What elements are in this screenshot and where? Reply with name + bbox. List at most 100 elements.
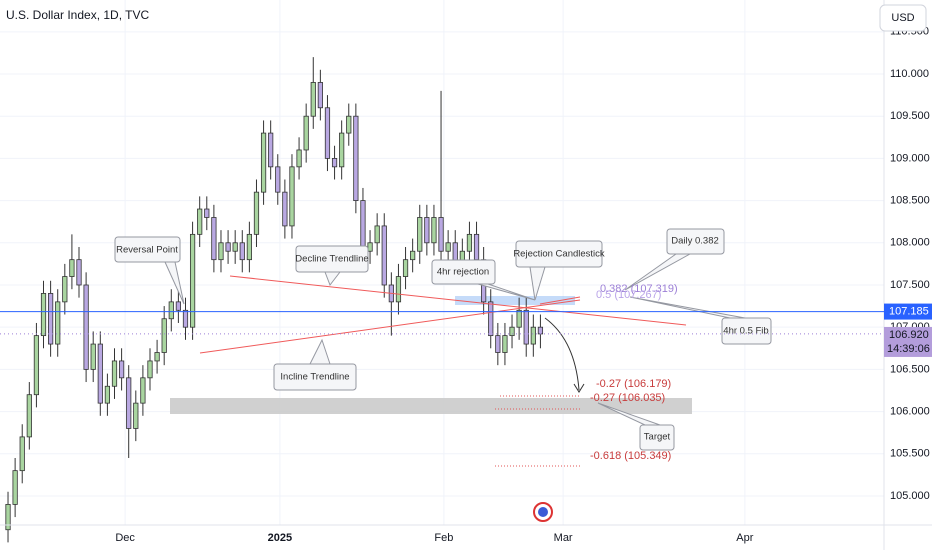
candle-body — [289, 166, 295, 227]
candle-body — [140, 377, 146, 404]
callout-box — [721, 317, 772, 345]
annotation: Reversal Point — [116, 245, 178, 256]
candle-body — [346, 115, 352, 134]
candle-body — [331, 158, 338, 168]
candle-body — [168, 301, 174, 320]
candle-body — [48, 293, 54, 345]
annotation: Incline Trendline — [280, 372, 349, 383]
callouts: Reversal Point Decline Trendline Incline… — [114, 228, 772, 451]
last-price-label: 106.920 — [889, 329, 929, 341]
candle-body — [473, 233, 480, 261]
candle-body — [317, 82, 323, 109]
annotation: 4hr 0.5 Fib — [723, 326, 768, 337]
candle-body — [253, 191, 260, 235]
candles — [5, 57, 544, 543]
candle-body — [76, 259, 82, 286]
candle-body — [324, 107, 331, 159]
chart-title: U.S. Dollar Index, 1D, TVC — [6, 8, 149, 22]
fib-label: -0.27 (106.179) — [596, 378, 671, 390]
y-tick-label: 110.000 — [890, 68, 929, 80]
candle-body — [204, 208, 210, 218]
x-tick-label: Mar — [554, 532, 573, 544]
fib-labels: 0.382 (107.319) 0.5 (107.267) -0.27 (106… — [590, 283, 678, 462]
candle-body — [182, 309, 189, 328]
fib-label: -0.618 (105.349) — [590, 450, 671, 462]
candle-body — [40, 293, 47, 337]
candle-body — [118, 360, 125, 379]
candle-body — [19, 436, 25, 472]
candle-body — [360, 200, 366, 252]
fib-label: 0.382 (107.319) — [600, 283, 678, 295]
candle-body — [410, 250, 416, 261]
candle-body — [445, 242, 451, 252]
callout-pointer — [309, 338, 331, 365]
y-tick-label: 108.500 — [890, 195, 930, 207]
candle-body — [438, 217, 444, 252]
candle-body — [381, 225, 387, 286]
candle-body — [431, 217, 437, 244]
candle-body — [225, 242, 231, 252]
callout-box — [295, 245, 369, 273]
candle-body — [83, 284, 89, 370]
candle-body — [246, 233, 252, 261]
currency-button[interactable] — [879, 4, 927, 32]
callout-pointer — [324, 271, 341, 287]
callout-pointer — [629, 296, 746, 319]
candle-body — [509, 326, 515, 337]
price-line-tag — [884, 303, 932, 320]
candle-body — [374, 225, 380, 244]
candle-body — [424, 217, 430, 244]
y-tick-label: 105.000 — [890, 490, 930, 502]
candle-body — [5, 504, 11, 531]
candle-body — [97, 343, 103, 404]
candle-body — [90, 343, 96, 370]
candle-body — [367, 242, 373, 252]
callout-pointer — [164, 261, 185, 305]
y-tick-label: 109.500 — [890, 110, 930, 122]
candle-body — [126, 377, 132, 429]
callout-box — [666, 228, 725, 255]
callout-pointer — [624, 253, 691, 291]
y-tick-label: 108.000 — [890, 237, 930, 249]
candle-body — [211, 217, 217, 261]
candle-body — [189, 233, 196, 328]
y-tick-label: 106.000 — [890, 405, 930, 417]
x-tick-label: 2025 — [268, 532, 292, 544]
candle-body — [12, 470, 18, 505]
callout-box — [515, 240, 603, 268]
currency-label: USD — [891, 12, 914, 24]
arrow-head — [573, 383, 585, 393]
x-tick-label: Apr — [736, 532, 753, 544]
candle-body — [218, 242, 224, 261]
callout-box — [273, 363, 357, 391]
candle-body — [282, 191, 288, 227]
callout-box — [114, 236, 181, 263]
candle-body — [395, 276, 402, 303]
candle-body — [502, 335, 508, 353]
candle-body — [275, 166, 281, 193]
fib-levels — [495, 395, 580, 467]
candle-body — [33, 335, 40, 396]
rejection-zone — [455, 296, 575, 305]
candle-body — [239, 242, 245, 261]
candle-body — [26, 394, 32, 438]
event-icon-core — [538, 507, 548, 517]
y-tick-label: 106.500 — [890, 363, 930, 375]
annotation: Daily 0.382 — [671, 236, 719, 247]
y-tick-label: 107.500 — [890, 279, 930, 291]
candle-body — [133, 402, 139, 429]
candle-body — [466, 233, 473, 252]
candle-body — [111, 360, 118, 387]
candle-body — [161, 318, 167, 353]
annotation: Target — [644, 432, 671, 443]
candle-body — [268, 132, 274, 168]
candle-body — [260, 132, 267, 193]
candle-body — [104, 385, 111, 404]
fib-line — [539, 296, 581, 305]
callout-pointer — [529, 266, 546, 301]
candle-body — [537, 326, 544, 335]
annotation: 4hr rejection — [437, 267, 489, 278]
callout-box — [639, 424, 675, 451]
fib-label: -0.27 (106.035) — [590, 392, 665, 404]
